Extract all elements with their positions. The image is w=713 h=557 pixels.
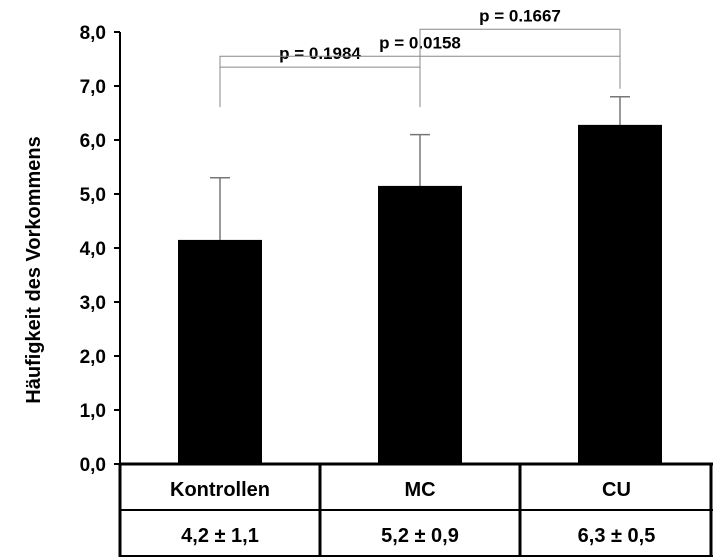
y-axis: 0,0 1,0 2,0 3,0 4,0 5,0 6,0 7,0 8,0: [80, 23, 121, 476]
y-axis-title: Häufigkeit des Vorkommens: [23, 136, 45, 403]
y-tick-label: 2,0: [80, 347, 106, 368]
y-tick-label: 1,0: [80, 401, 106, 422]
category-label: MC: [404, 479, 435, 501]
category-label: CU: [602, 479, 631, 501]
bar: [178, 239, 262, 464]
y-tick-label: 5,0: [80, 185, 106, 206]
p-value-label: p = 0.1984: [279, 44, 361, 63]
y-tick-label: 3,0: [80, 293, 106, 314]
bar: [378, 185, 462, 464]
y-tick-label: 0,0: [80, 455, 106, 476]
y-tick-label: 4,0: [80, 239, 106, 260]
p-value-label: p = 0.1667: [479, 6, 561, 25]
bars: [178, 124, 662, 464]
category-label: Kontrollen: [170, 479, 270, 501]
table-value: 5,2 ± 0,9: [381, 525, 459, 547]
bar: [578, 124, 662, 464]
significance-bracket: [219, 66, 421, 108]
significance-bracket: [419, 28, 621, 70]
table-value: 6,3 ± 0,5: [578, 525, 656, 547]
y-tick-label: 6,0: [80, 131, 106, 152]
table-value: 4,2 ± 1,1: [181, 525, 259, 547]
y-tick-label: 7,0: [80, 77, 106, 98]
y-tick-label: 8,0: [80, 23, 106, 44]
error-bars: [210, 96, 630, 240]
data-table: Kontrollen 4,2 ± 1,1 MC 5,2 ± 0,9 CU 6,3 ± 0,…: [118, 462, 713, 557]
